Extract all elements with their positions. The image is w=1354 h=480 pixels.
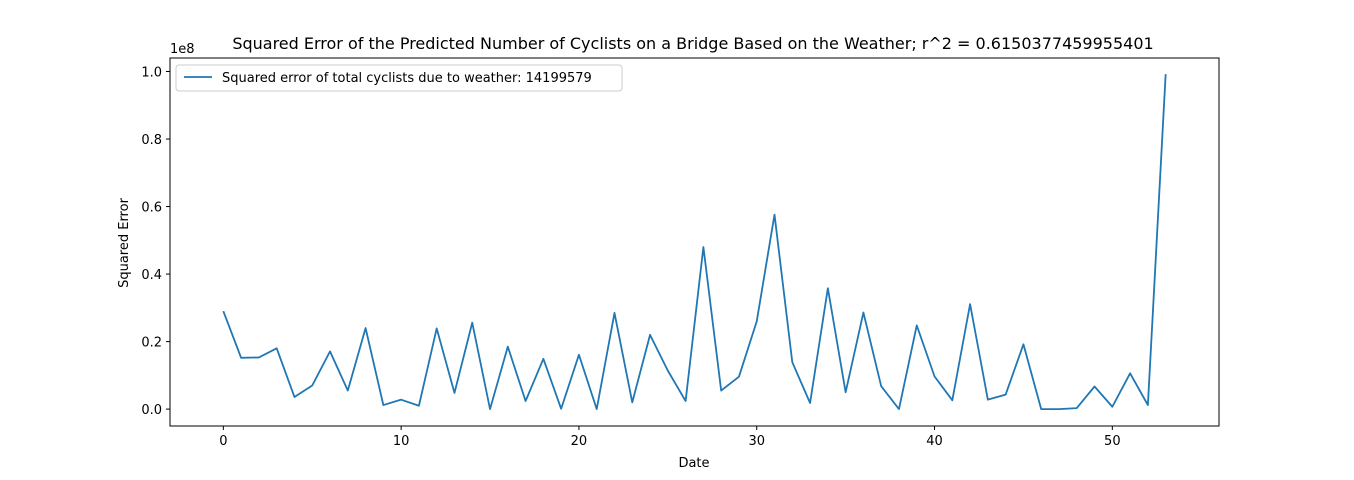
y-axis-label: Squared Error	[117, 197, 132, 287]
plot-area: 0 10 20 30 40 50 0.0 0.2 0.4 0.6 0.8 1.0	[141, 57, 1220, 449]
y-tick-label: 0.6	[141, 201, 162, 216]
y-tick-label: 0.8	[141, 133, 162, 148]
y-tick-label: 0.0	[141, 403, 162, 418]
plot-frame	[169, 57, 1220, 427]
legend-box	[175, 64, 623, 92]
x-tick-label: 40	[926, 434, 943, 449]
y-offset-label: 1e8	[170, 42, 195, 57]
chart-title: Squared Error of the Predicted Number of…	[232, 34, 1153, 53]
y-tick-label: 1.0	[141, 66, 162, 81]
x-tick-label: 0	[219, 434, 227, 449]
x-tick-label: 10	[393, 434, 410, 449]
x-tick-label: 50	[1104, 434, 1121, 449]
legend-entry-label: Squared error of total cyclists due to w…	[222, 71, 592, 86]
y-tick-label: 0.2	[141, 336, 162, 351]
x-tick-label: 30	[748, 434, 765, 449]
y-tick-label: 0.4	[141, 268, 162, 283]
legend: Squared error of total cyclists due to w…	[175, 64, 623, 92]
x-axis-label: Date	[678, 456, 709, 471]
x-tick-label: 20	[571, 434, 588, 449]
series-line-0	[222, 74, 1167, 411]
